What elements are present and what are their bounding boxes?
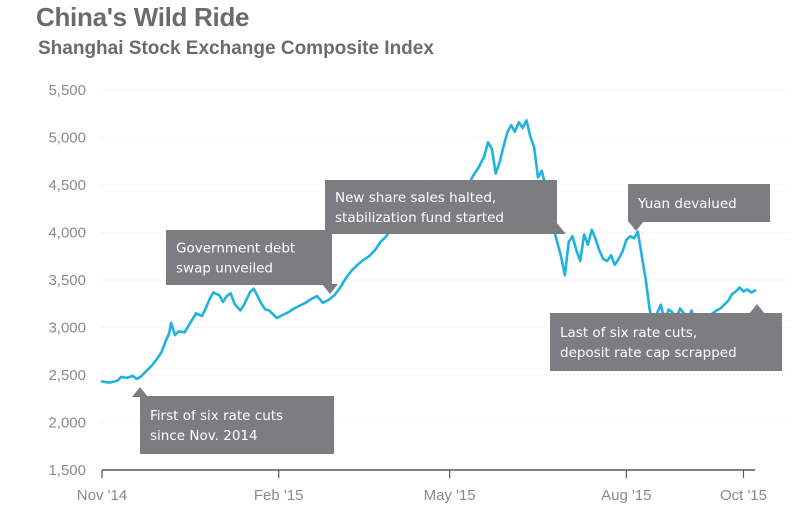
annotation-last-rate-cut: Last of six rate cuts, deposit rate cap s…: [550, 304, 782, 371]
x-tick-label: Oct '15: [720, 487, 767, 504]
annotation-text: deposit rate cap scrapped: [560, 345, 737, 361]
x-axis: Nov '14 Feb '15 May '15 Aug '15 Oct '15: [77, 469, 767, 504]
y-tick-label: 4,000: [48, 225, 86, 242]
x-tick-label: Nov '14: [77, 487, 127, 504]
y-tick-label: 4,500: [48, 177, 86, 194]
annotation-text: since Nov. 2014: [150, 428, 258, 444]
chart-title: China's Wild Ride: [36, 2, 250, 32]
annotation-pointer: [556, 222, 566, 234]
annotation-box: [166, 230, 332, 285]
x-tick-label: May '15: [424, 487, 476, 504]
y-tick-label: 5,000: [48, 130, 86, 147]
annotation-text: Government debt: [176, 241, 295, 257]
annotation-text: New share sales halted,: [335, 190, 496, 206]
annotation-text: Last of six rate cuts,: [560, 325, 697, 341]
annotation-box: [628, 184, 770, 222]
x-tick-label: Feb '15: [254, 487, 304, 504]
y-tick-label: 5,500: [48, 82, 86, 99]
series-line: [100, 119, 757, 384]
annotation-pointer: [132, 387, 148, 397]
annotation-text: Yuan devalued: [637, 196, 737, 212]
y-tick-label: 3,500: [48, 272, 86, 289]
y-tick-label: 2,000: [48, 415, 86, 432]
chart-subtitle: Shanghai Stock Exchange Composite Index: [38, 38, 434, 59]
annotation-pointer: [322, 284, 338, 294]
annotation-pointer: [628, 221, 644, 231]
y-tick-label: 1,500: [48, 462, 86, 479]
annotation-text: stabilization fund started: [335, 210, 504, 226]
annotation-box: [325, 180, 557, 234]
annotation-first-rate-cut: First of six rate cuts since Nov. 2014: [132, 387, 334, 454]
annotation-text: swap unveiled: [176, 261, 273, 277]
y-tick-label: 3,000: [48, 320, 86, 337]
annotation-box: [550, 313, 782, 371]
x-tick-label: Aug '15: [601, 487, 651, 504]
annotation-debt-swap: Government debt swap unveiled: [166, 230, 338, 294]
annotation-text: First of six rate cuts: [150, 408, 283, 424]
y-tick-label: 2,500: [48, 367, 86, 384]
annotation-pointer: [749, 304, 765, 314]
annotation-yuan-devalued: Yuan devalued: [628, 184, 770, 231]
annotation-share-sales-halted: New share sales halted, stabilization fun…: [325, 180, 566, 234]
annotation-box: [140, 396, 334, 454]
